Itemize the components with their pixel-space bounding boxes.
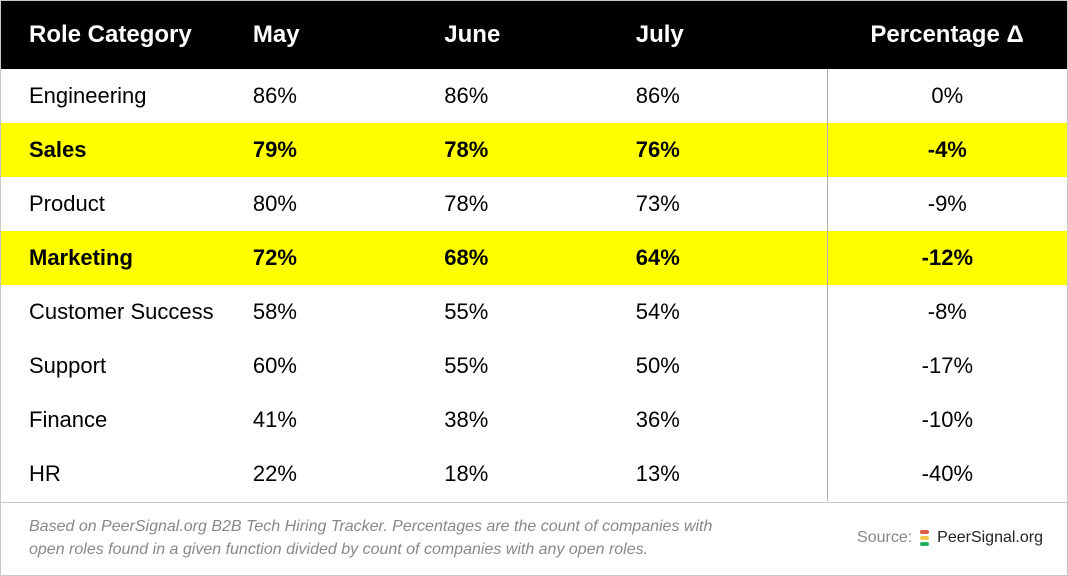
col-header-june: June <box>444 1 635 69</box>
cell-june: 55% <box>444 285 635 339</box>
cell-delta: -4% <box>827 123 1067 177</box>
cell-delta: -9% <box>827 177 1067 231</box>
table-row: Support 60% 55% 50% -17% <box>1 339 1067 393</box>
footer: Based on PeerSignal.org B2B Tech Hiring … <box>1 502 1067 575</box>
table-body: Engineering 86% 86% 86% 0% Sales 79% 78%… <box>1 69 1067 501</box>
cell-july: 76% <box>636 123 827 177</box>
cell-role: Marketing <box>1 231 253 285</box>
cell-june: 18% <box>444 447 635 501</box>
header-row: Role Category May June July Percentage Δ <box>1 1 1067 69</box>
cell-delta: -17% <box>827 339 1067 393</box>
cell-may: 79% <box>253 123 444 177</box>
source-attribution: Source: PeerSignal.org <box>857 529 1043 547</box>
cell-may: 80% <box>253 177 444 231</box>
cell-june: 38% <box>444 393 635 447</box>
table-row: Customer Success 58% 55% 54% -8% <box>1 285 1067 339</box>
cell-june: 78% <box>444 123 635 177</box>
col-header-may: May <box>253 1 444 69</box>
cell-july: 86% <box>636 69 827 123</box>
table-row: Product 80% 78% 73% -9% <box>1 177 1067 231</box>
cell-delta: 0% <box>827 69 1067 123</box>
cell-june: 68% <box>444 231 635 285</box>
cell-may: 58% <box>253 285 444 339</box>
cell-role: HR <box>1 447 253 501</box>
source-label: Source: <box>857 529 912 547</box>
cell-role: Customer Success <box>1 285 253 339</box>
cell-delta: -10% <box>827 393 1067 447</box>
table-card: Role Category May June July Percentage Δ… <box>0 0 1068 576</box>
cell-role: Product <box>1 177 253 231</box>
cell-june: 86% <box>444 69 635 123</box>
source-name: PeerSignal.org <box>937 529 1043 547</box>
cell-role: Sales <box>1 123 253 177</box>
cell-may: 60% <box>253 339 444 393</box>
cell-june: 78% <box>444 177 635 231</box>
cell-delta: -8% <box>827 285 1067 339</box>
col-header-july: July <box>636 1 827 69</box>
footnote: Based on PeerSignal.org B2B Tech Hiring … <box>29 515 749 561</box>
cell-july: 36% <box>636 393 827 447</box>
cell-july: 73% <box>636 177 827 231</box>
cell-july: 64% <box>636 231 827 285</box>
peersignal-logo-icon <box>920 530 929 546</box>
cell-delta: -40% <box>827 447 1067 501</box>
cell-july: 54% <box>636 285 827 339</box>
cell-may: 41% <box>253 393 444 447</box>
cell-delta: -12% <box>827 231 1067 285</box>
cell-may: 72% <box>253 231 444 285</box>
cell-role: Support <box>1 339 253 393</box>
col-header-delta: Percentage Δ <box>827 1 1067 69</box>
cell-july: 13% <box>636 447 827 501</box>
cell-july: 50% <box>636 339 827 393</box>
table-row: Engineering 86% 86% 86% 0% <box>1 69 1067 123</box>
hiring-table: Role Category May June July Percentage Δ… <box>1 1 1067 501</box>
table-row: Finance 41% 38% 36% -10% <box>1 393 1067 447</box>
col-header-role: Role Category <box>1 1 253 69</box>
cell-may: 86% <box>253 69 444 123</box>
cell-role: Engineering <box>1 69 253 123</box>
table-row: Marketing 72% 68% 64% -12% <box>1 231 1067 285</box>
cell-role: Finance <box>1 393 253 447</box>
cell-june: 55% <box>444 339 635 393</box>
table-row: Sales 79% 78% 76% -4% <box>1 123 1067 177</box>
cell-may: 22% <box>253 447 444 501</box>
table-row: HR 22% 18% 13% -40% <box>1 447 1067 501</box>
